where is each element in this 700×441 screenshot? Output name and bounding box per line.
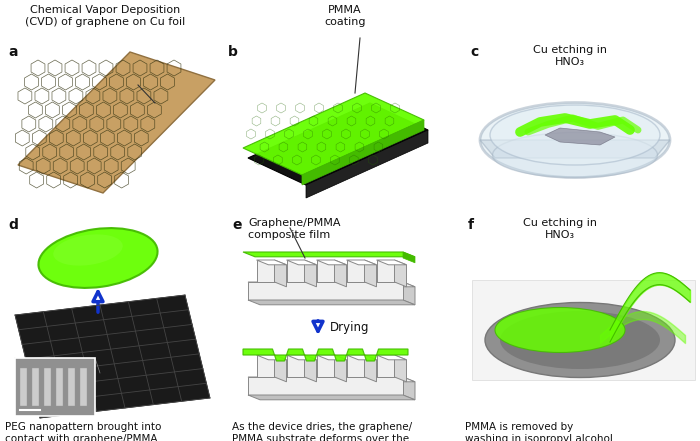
Text: f: f bbox=[468, 218, 474, 232]
Polygon shape bbox=[15, 295, 210, 418]
Polygon shape bbox=[365, 355, 377, 382]
Polygon shape bbox=[472, 280, 695, 380]
Polygon shape bbox=[377, 355, 395, 377]
Polygon shape bbox=[365, 260, 377, 287]
Polygon shape bbox=[248, 300, 415, 305]
Polygon shape bbox=[256, 355, 286, 360]
Polygon shape bbox=[248, 377, 403, 395]
Polygon shape bbox=[248, 282, 415, 287]
Polygon shape bbox=[302, 120, 424, 185]
Polygon shape bbox=[286, 355, 316, 360]
Polygon shape bbox=[304, 355, 316, 382]
Text: Drying: Drying bbox=[330, 321, 370, 335]
Polygon shape bbox=[316, 355, 335, 377]
Polygon shape bbox=[395, 355, 407, 382]
Text: e: e bbox=[232, 218, 242, 232]
Polygon shape bbox=[346, 355, 377, 360]
FancyBboxPatch shape bbox=[44, 368, 51, 406]
Text: PMMA
coating: PMMA coating bbox=[324, 5, 365, 26]
Polygon shape bbox=[306, 130, 428, 198]
Polygon shape bbox=[377, 260, 395, 282]
Polygon shape bbox=[248, 395, 415, 400]
Text: Cu etching in
HNO₃: Cu etching in HNO₃ bbox=[533, 45, 607, 67]
Polygon shape bbox=[480, 140, 670, 158]
Ellipse shape bbox=[480, 102, 670, 177]
Ellipse shape bbox=[490, 105, 660, 165]
Text: b: b bbox=[228, 45, 238, 59]
Polygon shape bbox=[545, 128, 615, 145]
Polygon shape bbox=[243, 93, 424, 175]
Text: c: c bbox=[470, 45, 478, 59]
FancyBboxPatch shape bbox=[20, 368, 27, 406]
Polygon shape bbox=[286, 260, 304, 282]
Polygon shape bbox=[274, 260, 286, 287]
Polygon shape bbox=[316, 260, 335, 282]
Ellipse shape bbox=[500, 311, 660, 369]
Polygon shape bbox=[403, 252, 415, 263]
Polygon shape bbox=[243, 349, 408, 361]
FancyBboxPatch shape bbox=[68, 368, 75, 406]
Ellipse shape bbox=[53, 234, 122, 265]
Polygon shape bbox=[316, 355, 346, 360]
Text: As the device dries, the graphene/
PMMA substrate deforms over the
PEG topograph: As the device dries, the graphene/ PMMA … bbox=[232, 422, 412, 441]
Polygon shape bbox=[316, 260, 346, 265]
Polygon shape bbox=[403, 282, 415, 305]
Polygon shape bbox=[286, 260, 316, 265]
Polygon shape bbox=[335, 260, 346, 287]
Polygon shape bbox=[248, 103, 428, 185]
Polygon shape bbox=[346, 260, 377, 265]
Polygon shape bbox=[304, 260, 316, 287]
FancyBboxPatch shape bbox=[32, 368, 39, 406]
FancyBboxPatch shape bbox=[15, 358, 95, 416]
Polygon shape bbox=[286, 355, 304, 377]
Polygon shape bbox=[18, 52, 215, 193]
Ellipse shape bbox=[493, 132, 657, 177]
Ellipse shape bbox=[485, 303, 675, 377]
Text: Cu etching in
HNO₃: Cu etching in HNO₃ bbox=[523, 218, 597, 239]
Text: PEG nanopattern brought into
contact with graphene/PMMA: PEG nanopattern brought into contact wit… bbox=[5, 422, 162, 441]
Text: Graphene/PMMA
composite film: Graphene/PMMA composite film bbox=[248, 218, 340, 239]
Polygon shape bbox=[248, 282, 403, 300]
Ellipse shape bbox=[38, 228, 158, 288]
Text: Chemical Vapor Deposition
(CVD) of graphene on Cu foil: Chemical Vapor Deposition (CVD) of graph… bbox=[25, 5, 185, 26]
Polygon shape bbox=[335, 355, 346, 382]
Polygon shape bbox=[243, 252, 415, 257]
Polygon shape bbox=[377, 355, 407, 360]
Polygon shape bbox=[256, 355, 274, 377]
Text: PMMA is removed by
washing in isopropyl alcohol: PMMA is removed by washing in isopropyl … bbox=[465, 422, 613, 441]
FancyBboxPatch shape bbox=[80, 368, 87, 406]
Text: a: a bbox=[8, 45, 18, 59]
Ellipse shape bbox=[495, 307, 625, 352]
Polygon shape bbox=[248, 377, 415, 382]
Polygon shape bbox=[346, 355, 365, 377]
Polygon shape bbox=[346, 260, 365, 282]
Polygon shape bbox=[256, 260, 274, 282]
Polygon shape bbox=[395, 260, 407, 287]
Polygon shape bbox=[256, 260, 286, 265]
Polygon shape bbox=[377, 260, 407, 265]
Polygon shape bbox=[274, 355, 286, 382]
Polygon shape bbox=[403, 377, 415, 400]
FancyBboxPatch shape bbox=[56, 368, 63, 406]
Text: d: d bbox=[8, 218, 18, 232]
